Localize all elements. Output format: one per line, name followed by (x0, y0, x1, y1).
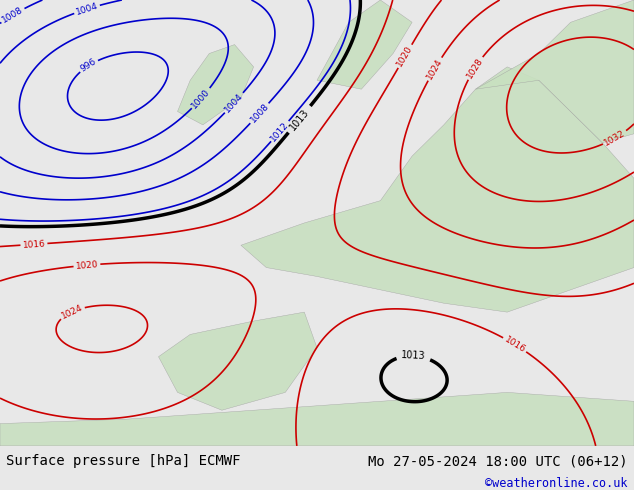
Polygon shape (158, 312, 317, 410)
Text: 1000: 1000 (190, 87, 212, 110)
Text: ©weatheronline.co.uk: ©weatheronline.co.uk (485, 477, 628, 490)
Text: 1016: 1016 (503, 335, 527, 354)
Text: 1020: 1020 (396, 44, 415, 69)
Polygon shape (476, 0, 634, 143)
Text: Mo 27-05-2024 18:00 UTC (06+12): Mo 27-05-2024 18:00 UTC (06+12) (368, 454, 628, 468)
Text: 1020: 1020 (75, 260, 99, 270)
Text: 1008: 1008 (249, 102, 271, 125)
Text: 1012: 1012 (269, 120, 291, 143)
Text: 1013: 1013 (288, 107, 311, 132)
Polygon shape (0, 392, 634, 446)
Text: 1004: 1004 (75, 1, 99, 17)
Text: 1024: 1024 (60, 303, 84, 321)
Text: 1004: 1004 (223, 92, 245, 114)
Text: 1008: 1008 (1, 5, 25, 25)
Text: 1032: 1032 (603, 128, 627, 147)
Polygon shape (317, 0, 412, 89)
Text: 1024: 1024 (425, 57, 444, 81)
Polygon shape (178, 45, 254, 125)
Text: 1013: 1013 (401, 350, 426, 362)
Text: 996: 996 (79, 57, 98, 74)
Text: 1028: 1028 (465, 56, 485, 80)
Polygon shape (241, 67, 634, 312)
Text: Surface pressure [hPa] ECMWF: Surface pressure [hPa] ECMWF (6, 454, 241, 468)
Text: 1016: 1016 (22, 239, 46, 249)
